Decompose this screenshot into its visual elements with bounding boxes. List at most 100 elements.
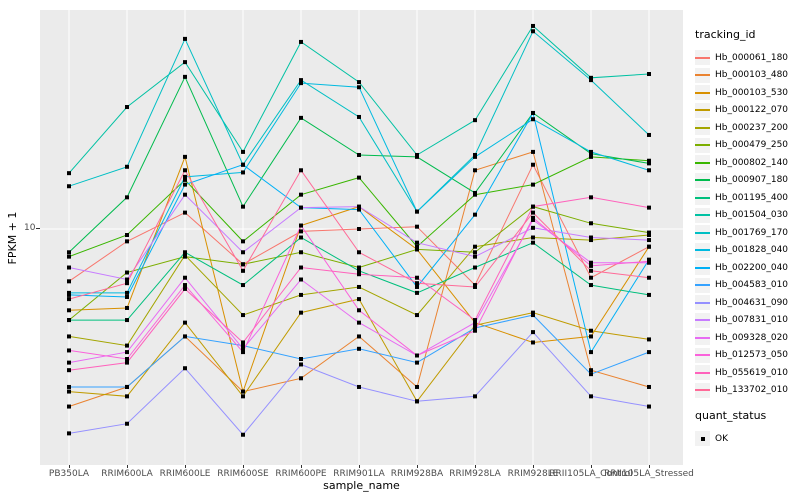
legend-key (695, 260, 710, 276)
data-point (241, 162, 245, 167)
data-point (183, 182, 187, 187)
data-point (473, 325, 477, 330)
data-point (531, 240, 535, 245)
data-point (125, 360, 129, 365)
data-point (647, 132, 651, 137)
data-point (125, 305, 129, 310)
data-point (589, 78, 593, 83)
legend-item-Hb_002200_040: Hb_002200_040 (695, 259, 800, 277)
data-point (589, 372, 593, 377)
data-point (473, 318, 477, 323)
x-tick-mark (184, 465, 186, 468)
data-point (415, 384, 419, 389)
data-point (589, 283, 593, 288)
x-tick-mark (300, 465, 302, 468)
data-point (647, 161, 651, 166)
legend-key-line-icon (695, 389, 710, 392)
data-point (67, 254, 71, 259)
data-point (531, 340, 535, 345)
data-point (531, 110, 535, 115)
data-point (357, 346, 361, 351)
data-point (647, 238, 651, 243)
data-point (647, 233, 651, 238)
data-point (67, 250, 71, 255)
data-point (183, 283, 187, 288)
data-point (531, 29, 535, 34)
data-point (67, 292, 71, 297)
legend-item-label: Hb_012573_050 (715, 350, 789, 361)
data-point (183, 210, 187, 215)
data-point (415, 290, 419, 295)
data-point (647, 168, 651, 173)
data-point (125, 195, 129, 200)
legend-key (695, 330, 710, 346)
legend-item-label: Hb_000802_140 (715, 157, 789, 168)
plot-panel (40, 10, 683, 465)
data-point (415, 275, 419, 280)
data-point (125, 281, 129, 286)
data-point (241, 204, 245, 209)
data-point (357, 384, 361, 389)
data-point (299, 168, 303, 173)
x-tick-label-RRIM600PE: RRIM600PE (275, 469, 327, 479)
data-point (299, 357, 303, 362)
data-point (357, 308, 361, 313)
data-point (241, 250, 245, 255)
data-point (589, 260, 593, 265)
legend-key (695, 242, 710, 258)
legend-key (695, 120, 710, 136)
data-point (67, 431, 71, 436)
data-point (589, 263, 593, 268)
data-point (241, 313, 245, 318)
data-point (241, 389, 245, 394)
data-point (125, 233, 129, 238)
legend-key-line-icon (695, 266, 710, 269)
data-point (589, 350, 593, 355)
legend-item-Hb_000479_250: Hb_000479_250 (695, 137, 800, 155)
legend-item-Hb_000122_070: Hb_000122_070 (695, 102, 800, 120)
legend-key-line-icon (695, 74, 710, 77)
legend-key-line-icon (695, 231, 710, 234)
legend-key (695, 431, 710, 447)
data-point (299, 250, 303, 255)
legend-item-label: Hb_002200_040 (715, 262, 789, 273)
data-point (647, 259, 651, 264)
legend-key-line-icon (695, 109, 710, 112)
legend-key-line-icon (695, 161, 710, 164)
legend-item-label: Hb_000122_070 (715, 105, 789, 116)
legend-key-line-icon (695, 196, 710, 199)
data-point (531, 310, 535, 315)
data-point (183, 60, 187, 65)
data-point (67, 290, 71, 295)
data-point (415, 209, 419, 214)
data-point (357, 334, 361, 339)
data-point (531, 235, 535, 240)
legend-key (695, 225, 710, 241)
data-point (67, 308, 71, 313)
data-point (357, 297, 361, 302)
data-point (473, 250, 477, 255)
data-point (531, 182, 535, 187)
data-point (473, 118, 477, 123)
data-point (183, 177, 187, 182)
data-point (299, 292, 303, 297)
legend-item-Hb_001504_030: Hb_001504_030 (695, 207, 800, 225)
data-point (67, 184, 71, 189)
x-tick-mark (590, 465, 592, 468)
data-point (415, 281, 419, 286)
data-point (415, 313, 419, 318)
data-point (67, 334, 71, 339)
data-point (183, 254, 187, 259)
legend-key-line-icon (695, 214, 710, 217)
data-point (67, 279, 71, 284)
legend-key-line-icon (695, 56, 710, 59)
legend-item-Hb_001769_170: Hb_001769_170 (695, 224, 800, 242)
data-point (531, 217, 535, 222)
series-points (67, 23, 651, 437)
data-point (531, 313, 535, 318)
legend-item-label: Hb_001828_040 (715, 245, 789, 256)
data-point (299, 265, 303, 270)
legend-item-label: Hb_004583_010 (715, 280, 789, 291)
data-point (589, 334, 593, 339)
data-point (125, 239, 129, 244)
